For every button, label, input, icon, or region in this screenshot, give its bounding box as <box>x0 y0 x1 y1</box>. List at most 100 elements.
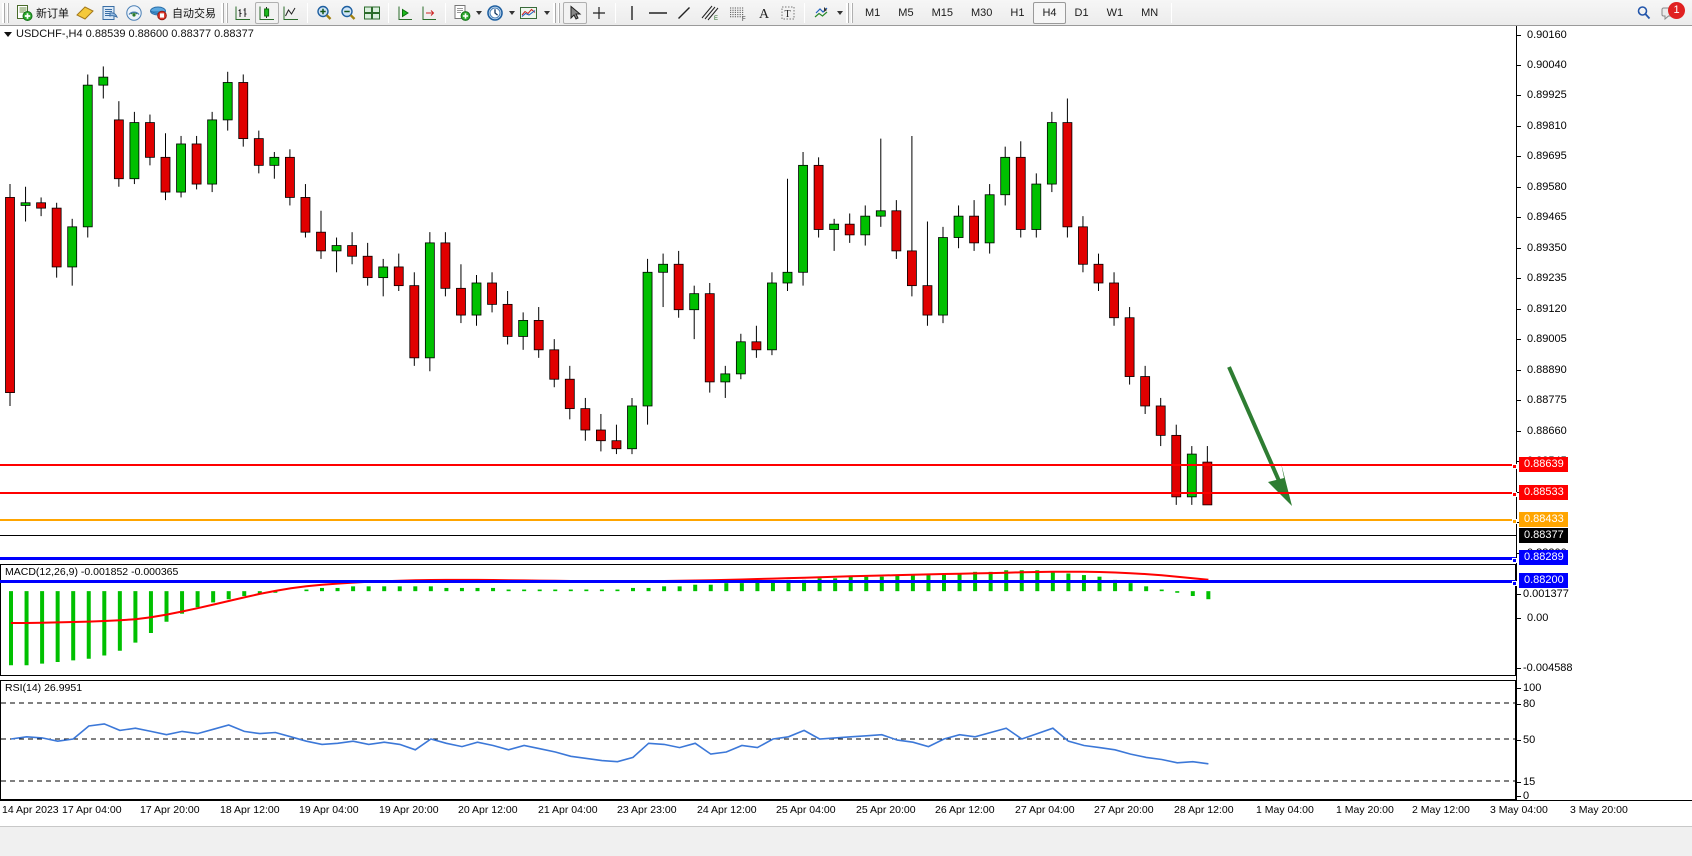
fibonacci-button[interactable]: F <box>724 2 752 24</box>
price-tick-11: 0.88890 <box>1517 364 1567 376</box>
price-tag-resistance-2[interactable]: 0.88533 <box>1519 485 1568 500</box>
resistance-line-2[interactable] <box>0 492 1517 497</box>
search-icon <box>1637 5 1651 19</box>
data-window-icon <box>102 5 118 20</box>
timeframe-mn[interactable]: MN <box>1141 6 1159 19</box>
templates-button[interactable] <box>516 2 542 24</box>
zoom-out-button[interactable] <box>336 2 360 24</box>
timeframe-w1[interactable]: W1 <box>1106 6 1124 19</box>
support-line-2[interactable] <box>0 580 1517 586</box>
resistance-line-1-handle[interactable] <box>1512 464 1517 469</box>
timeframe-m5[interactable]: M5 <box>898 6 914 19</box>
rsi-pane[interactable]: RSI(14) 26.9951 <box>0 680 1516 800</box>
new-order-icon <box>17 4 33 21</box>
resistance-line-2-handle[interactable] <box>1512 492 1517 497</box>
timeframe-m15[interactable]: M15 <box>931 6 953 19</box>
date-label-18: 2 May 12:00 <box>1412 804 1470 816</box>
timeframe-m1[interactable]: M1 <box>865 6 881 19</box>
zoom-out-icon <box>341 5 356 20</box>
horizontal-line-button[interactable] <box>644 2 672 24</box>
period-dropdown-caret[interactable] <box>507 2 516 24</box>
svg-text:T: T <box>785 9 791 20</box>
macd-tick-bottom: -0.004588 <box>1517 662 1573 674</box>
fibonacci-icon: F <box>730 7 746 22</box>
text-label-button[interactable]: T <box>776 2 800 24</box>
support-line-1[interactable] <box>0 557 1517 563</box>
date-label-10: 25 Apr 04:00 <box>776 804 836 816</box>
date-label-12: 26 Apr 12:00 <box>935 804 995 816</box>
expert-advisors-button[interactable] <box>72 2 98 24</box>
text-icon: A <box>759 7 770 22</box>
timeframe-h1[interactable]: H1 <box>1010 6 1025 19</box>
alerts-button[interactable]: 1 <box>1656 1 1686 24</box>
date-label-4: 19 Apr 04:00 <box>299 804 359 816</box>
entry-line[interactable] <box>0 519 1517 524</box>
scroll-end-button[interactable] <box>393 2 417 24</box>
rsi-label: RSI(14) 26.9951 <box>5 682 83 694</box>
price-tag-resistance-1[interactable]: 0.88639 <box>1519 457 1568 472</box>
main-toolbar: 新订单 <box>0 0 1692 26</box>
price-tick-2: 0.89925 <box>1517 89 1567 101</box>
objects-dropdown-caret[interactable] <box>835 2 844 24</box>
zoom-in-button[interactable] <box>312 2 336 24</box>
new-order-button[interactable]: 新订单 <box>12 2 72 24</box>
date-label-9: 24 Apr 12:00 <box>697 804 757 816</box>
candlestick-chart-button[interactable] <box>255 1 279 24</box>
rsi-tick-15: 15 <box>1517 776 1535 788</box>
support-line-2-handle[interactable] <box>1512 581 1517 586</box>
support-line-1-handle[interactable] <box>1512 558 1517 563</box>
templates-dropdown-caret[interactable] <box>542 2 551 24</box>
price-pane[interactable]: USDCHF-,H4 0.88539 0.88600 0.88377 0.883… <box>0 26 1517 563</box>
chart-area[interactable]: USDCHF-,H4 0.88539 0.88600 0.88377 0.883… <box>0 26 1692 856</box>
timeframe-m30[interactable]: M30 <box>970 6 993 19</box>
date-label-20: 3 May 20:00 <box>1570 804 1628 816</box>
last-price-line <box>0 535 1516 536</box>
expert-advisors-icon <box>76 5 94 20</box>
bar-chart-button[interactable] <box>231 2 255 24</box>
equidistant-channel-icon: E <box>701 5 719 22</box>
chart-shift-button[interactable] <box>417 2 441 24</box>
data-window-button[interactable] <box>98 2 122 24</box>
search-button[interactable] <box>1632 2 1656 24</box>
vertical-line-button[interactable] <box>620 2 644 24</box>
vertical-line-icon <box>631 5 633 20</box>
price-tick-9: 0.89120 <box>1517 303 1567 315</box>
price-tag-support-1[interactable]: 0.88289 <box>1519 550 1568 565</box>
cursor-button[interactable] <box>563 1 587 24</box>
trendline-button[interactable] <box>672 2 696 24</box>
date-axis[interactable]: 14 Apr 2023 17 Apr 04:00 17 Apr 20:00 18… <box>0 800 1692 824</box>
crosshair-button[interactable] <box>587 2 611 24</box>
tile-windows-button[interactable] <box>360 2 384 24</box>
indicators-dropdown-caret[interactable] <box>474 2 483 24</box>
objects-icon <box>814 6 828 17</box>
date-label-3: 18 Apr 12:00 <box>220 804 280 816</box>
price-tag-entry[interactable]: 0.88433 <box>1519 512 1568 527</box>
price-tick-10: 0.89005 <box>1517 333 1567 345</box>
date-label-5: 19 Apr 20:00 <box>379 804 439 816</box>
indicators-button[interactable] <box>450 2 474 24</box>
chart-tools-grip[interactable] <box>221 2 228 23</box>
indicators-icon <box>454 4 471 21</box>
drawing-tools-grip[interactable] <box>553 2 560 23</box>
entry-line-handle[interactable] <box>1512 519 1517 524</box>
chart-collapse-icon[interactable] <box>4 31 12 37</box>
new-order-label: 新订单 <box>36 7 69 20</box>
period-button[interactable] <box>483 2 507 24</box>
timeframe-grip[interactable] <box>846 2 853 23</box>
autotrading-button[interactable]: 自动交易 <box>146 2 219 24</box>
autotrading-icon <box>150 6 167 20</box>
resistance-line-1[interactable] <box>0 464 1517 469</box>
objects-button[interactable] <box>809 2 835 24</box>
line-chart-button[interactable] <box>279 2 303 24</box>
price-tag-support-2[interactable]: 0.88200 <box>1519 573 1568 588</box>
toolbar-grip[interactable] <box>2 2 9 23</box>
price-tick-6: 0.89465 <box>1517 211 1567 223</box>
timeframe-h4[interactable]: H4 <box>1033 1 1066 24</box>
signals-button[interactable] <box>122 2 146 24</box>
text-button[interactable]: A <box>752 2 776 24</box>
zoom-in-icon <box>317 5 332 20</box>
equidistant-channel-button[interactable]: E <box>696 2 724 24</box>
period-icon <box>487 4 503 21</box>
price-scale[interactable]: 0.90160 0.90040 0.89925 0.89810 0.89695 … <box>1516 26 1692 802</box>
timeframe-d1[interactable]: D1 <box>1074 6 1089 19</box>
